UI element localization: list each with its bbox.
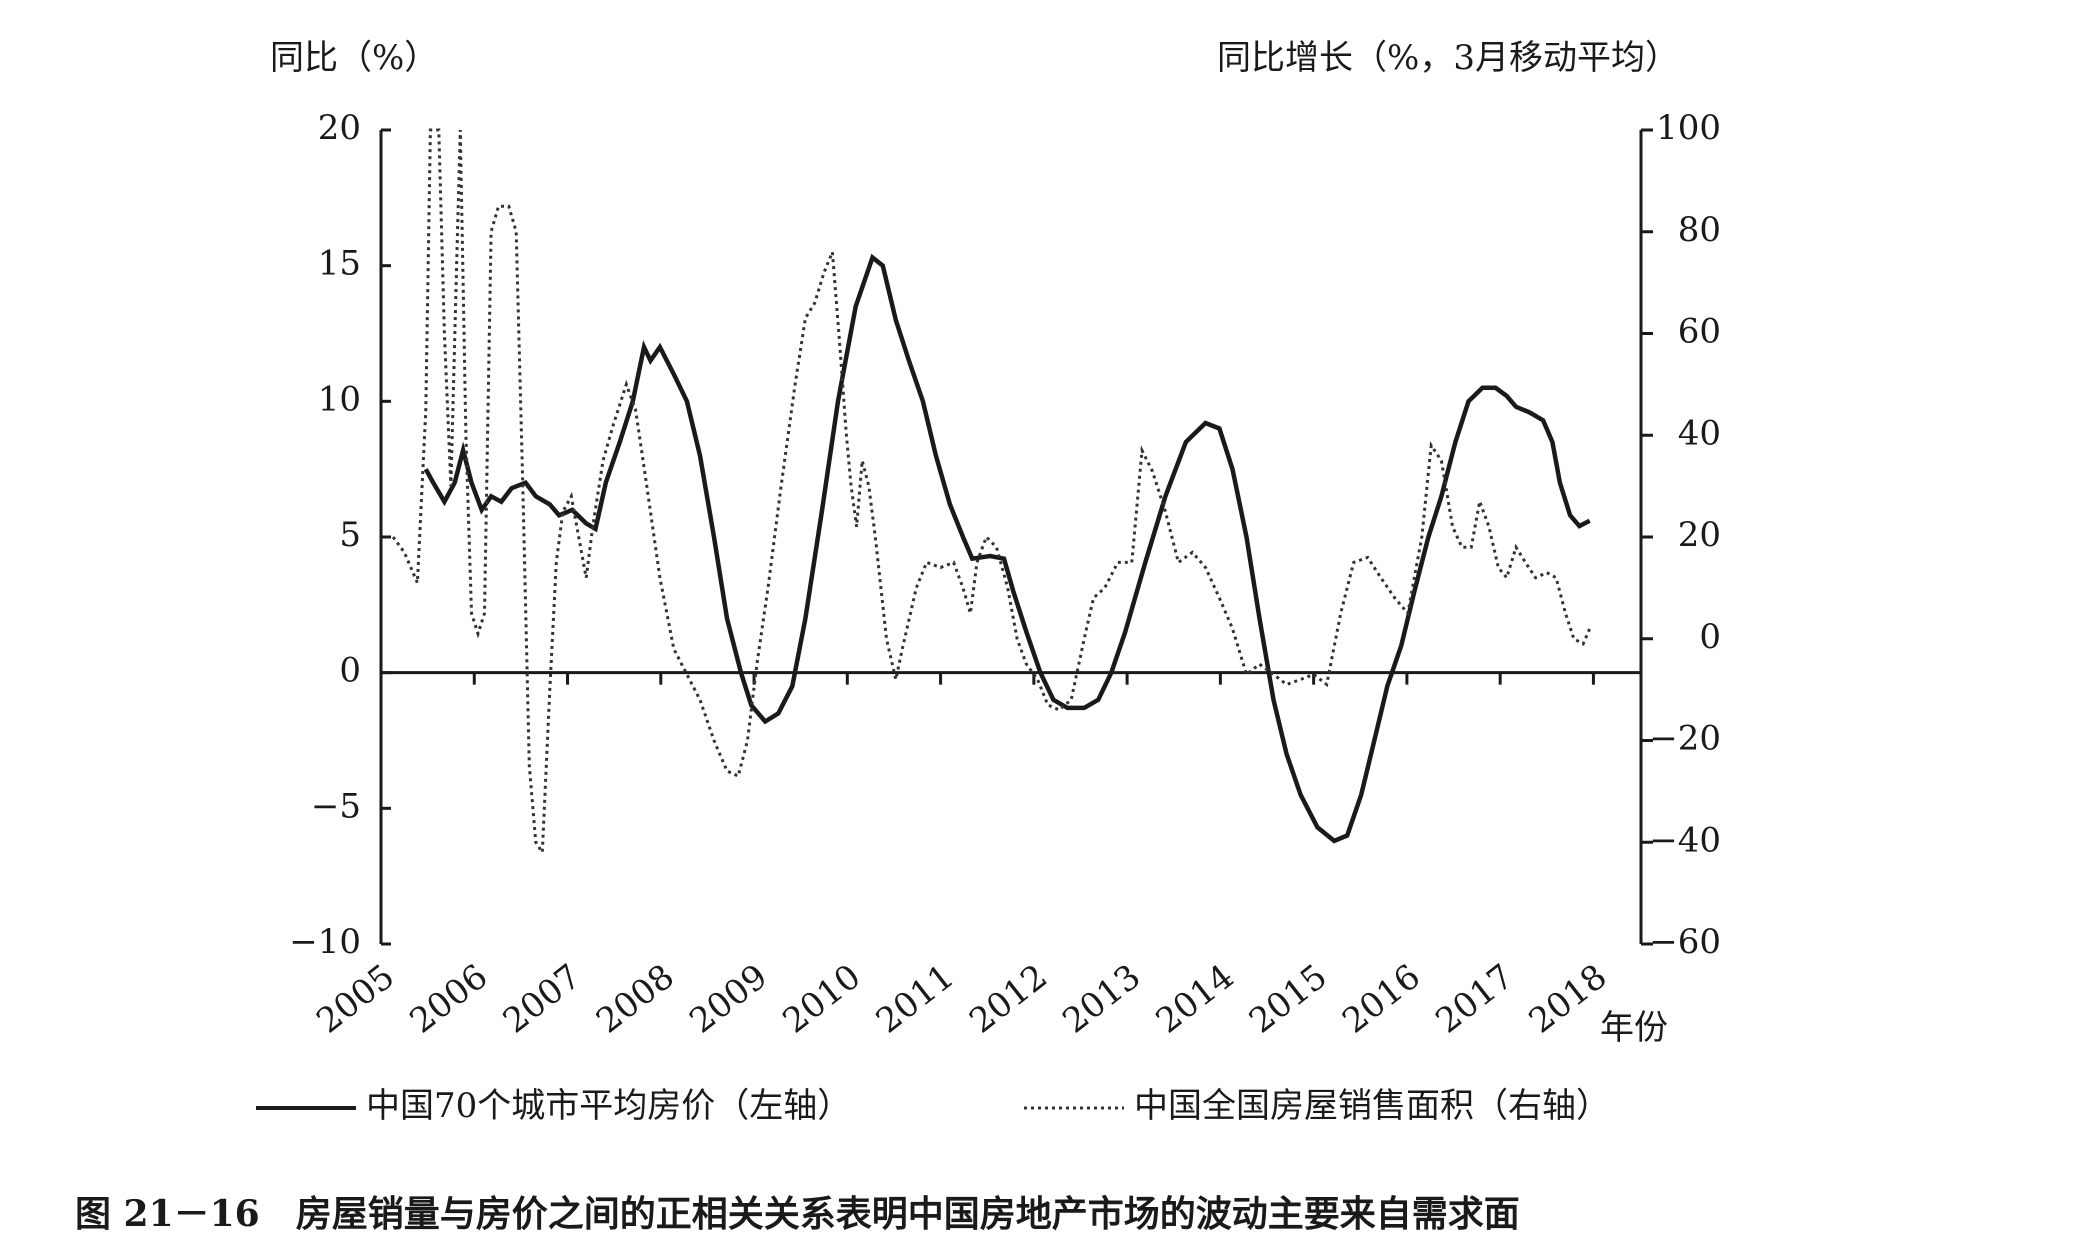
x-axis-label: 年份 xyxy=(1600,1008,1668,1048)
y2-tick-label: −60 xyxy=(1649,922,1721,962)
x-tick-label: 2011 xyxy=(869,957,962,1042)
y2-tick-label: 40 xyxy=(1678,413,1721,453)
y2-tick-label: 80 xyxy=(1678,210,1721,250)
x-tick-label: 2017 xyxy=(1428,957,1521,1042)
series-line xyxy=(423,253,1591,844)
x-tick-label: 2014 xyxy=(1149,957,1242,1042)
y-tick-label: 20 xyxy=(318,108,361,148)
x-tick-label: 2007 xyxy=(496,957,589,1042)
x-tick-label: 2009 xyxy=(682,957,775,1042)
x-tick-label: 2015 xyxy=(1242,957,1335,1042)
x-tick-label: 2016 xyxy=(1335,957,1428,1042)
y2-tick-label: −20 xyxy=(1649,719,1721,759)
x-tick-label: 2012 xyxy=(962,957,1055,1042)
y-tick-label: 10 xyxy=(318,379,361,419)
series-line xyxy=(391,128,1592,858)
caption: 图 21－16 房屋销量与房价之间的正相关关系表明中国房地产市场的波动主要来自需… xyxy=(75,1193,1520,1235)
y-tick-label: 0 xyxy=(339,651,361,691)
y2-tick-label: 0 xyxy=(1699,617,1721,657)
y-tick-label: 5 xyxy=(339,515,361,555)
y-tick-label: −5 xyxy=(311,786,361,826)
legend-label: 中国70个城市平均房价（左轴） xyxy=(366,1086,851,1126)
y2-tick-label: −40 xyxy=(1649,820,1721,860)
x-tick-label: 2006 xyxy=(403,957,496,1042)
x-tick-label: 2010 xyxy=(776,957,869,1042)
y-axis-label: 同比（%） xyxy=(270,38,438,78)
y-tick-label: −10 xyxy=(289,922,361,962)
x-tick-label: 2013 xyxy=(1055,957,1148,1042)
y-tick-label: 15 xyxy=(318,244,361,284)
y2-tick-label: 100 xyxy=(1656,108,1721,148)
y2-tick-label: 20 xyxy=(1678,515,1721,555)
legend-label: 中国全国房屋销售面积（右轴） xyxy=(1134,1086,1610,1126)
x-tick-label: 2005 xyxy=(309,957,402,1042)
y2-axis-label: 同比增长（%，3月移动平均） xyxy=(1217,38,1679,78)
x-tick-label: 2008 xyxy=(589,957,682,1042)
y2-tick-label: 60 xyxy=(1678,312,1721,352)
